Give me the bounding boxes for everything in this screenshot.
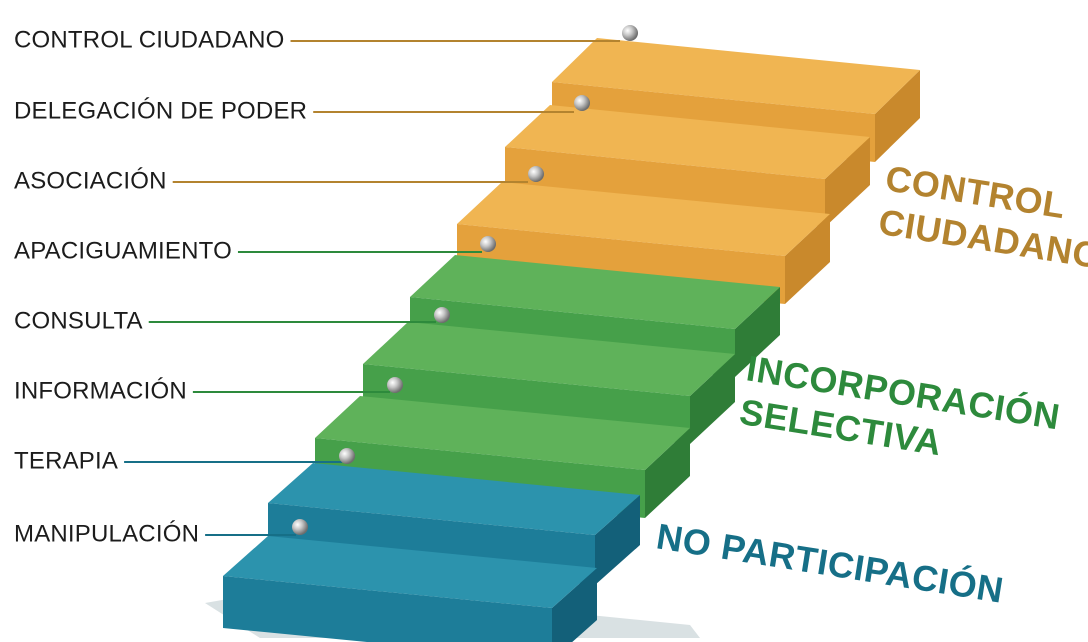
- rung-label: CONTROL CIUDADANO: [14, 26, 285, 53]
- step-side-face: [875, 70, 920, 162]
- rung-label: DELEGACIÓN DE PODER: [14, 97, 307, 124]
- rung-marker-ball: [528, 166, 544, 182]
- rung-label: APACIGUAMIENTO: [14, 237, 232, 264]
- step-top-face: [457, 182, 830, 256]
- staircase: [223, 38, 920, 642]
- step-side-face: [735, 287, 780, 377]
- step-top-face: [315, 396, 690, 470]
- rung-marker-ball: [622, 25, 638, 41]
- rung-label: CONSULTA: [14, 307, 143, 334]
- step-front-face: [223, 576, 552, 642]
- step-top-face: [363, 322, 735, 396]
- rung-marker-ball: [387, 377, 403, 393]
- rung-label: INFORMACIÓN: [14, 377, 187, 404]
- rung-marker-ball: [339, 448, 355, 464]
- step-top-face: [505, 105, 870, 179]
- rung-label: ASOCIACIÓN: [14, 167, 167, 194]
- step-top-face: [223, 536, 597, 608]
- step-top-face: [552, 38, 920, 114]
- group-label-line: NO PARTICIPACIÓN: [654, 514, 1007, 610]
- step-side-face: [645, 428, 690, 518]
- rung-marker-ball: [292, 519, 308, 535]
- step-side-face: [552, 568, 597, 642]
- connector-lines: [124, 25, 638, 536]
- step-side-face: [690, 354, 735, 444]
- step-side-face: [785, 214, 830, 304]
- rung-label: MANIPULACIÓN: [14, 520, 199, 547]
- rung-marker-ball: [480, 236, 496, 252]
- rung-marker-ball: [434, 307, 450, 323]
- step-8: [223, 536, 597, 642]
- rung-labels: CONTROL CIUDADANO DELEGACIÓN DE PODER ASOC…: [14, 26, 307, 547]
- step-top-face: [410, 255, 780, 329]
- step-side-face: [595, 495, 640, 585]
- rung-label: TERAPIA: [14, 447, 118, 474]
- group-label-control: CONTROLCIUDADANO: [876, 157, 1088, 276]
- group-label-no-participacion: NO PARTICIPACIÓN: [654, 514, 1007, 610]
- group-label-incorporacion: INCORPORACIÓNSELECTIVA: [737, 346, 1063, 480]
- step-top-face: [268, 463, 640, 535]
- step-side-face: [825, 137, 870, 227]
- rung-marker-ball: [574, 95, 590, 111]
